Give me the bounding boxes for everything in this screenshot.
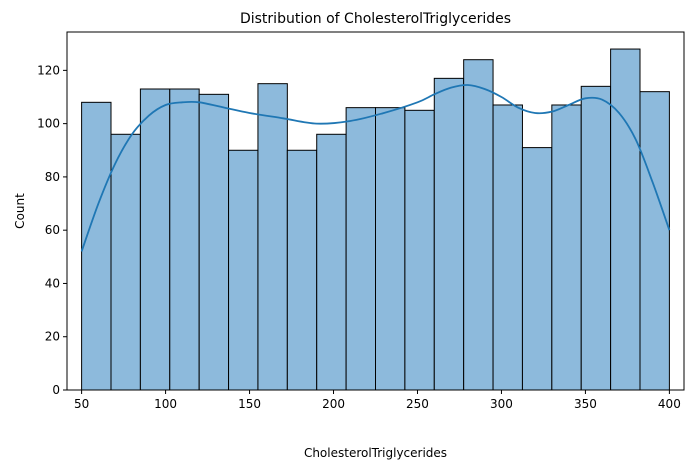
kde-curve xyxy=(80,84,671,252)
axes-layer: 50 100 150 200 250 300 350 400 0 20 40 60 80 100 120 xyxy=(37,31,685,411)
y-axis-label: Count xyxy=(13,193,27,229)
histogram-bar xyxy=(345,107,377,391)
y-tick-label: 120 xyxy=(37,63,60,77)
histogram-bar xyxy=(433,77,465,391)
histogram-bar xyxy=(639,91,670,391)
y-tick-label: 80 xyxy=(45,170,60,184)
histogram-bar xyxy=(286,149,318,391)
y-tick-label: 0 xyxy=(52,383,60,397)
x-axis-label: CholesterolTriglycerides xyxy=(304,446,447,460)
histogram-bar xyxy=(316,133,347,391)
y-tick-label: 20 xyxy=(45,330,60,344)
histogram-bar xyxy=(580,85,612,391)
histogram-bar xyxy=(463,59,494,391)
x-tick-label: 400 xyxy=(658,397,681,411)
histogram-bar xyxy=(198,93,230,391)
bars-layer xyxy=(81,48,670,391)
chart-title: Distribution of CholesterolTriglycerides xyxy=(240,11,511,27)
histogram-bar xyxy=(257,83,288,391)
x-tick-label: 50 xyxy=(74,397,89,411)
x-tick-label: 150 xyxy=(238,397,261,411)
x-tick-label: 100 xyxy=(154,397,177,411)
histogram-bar xyxy=(110,133,141,391)
x-tick-label: 350 xyxy=(574,397,597,411)
histogram-bar xyxy=(81,101,112,391)
histogram-bar xyxy=(492,104,523,391)
y-tick-label: 40 xyxy=(45,276,60,290)
histogram-bar xyxy=(169,88,200,391)
histogram-bar xyxy=(551,104,582,391)
histogram-bar xyxy=(139,88,171,391)
histogram-bar xyxy=(404,109,435,391)
y-tick-label: 60 xyxy=(45,223,60,237)
x-tick-label: 300 xyxy=(490,397,513,411)
y-tick-label: 100 xyxy=(37,117,60,131)
x-tick-label: 250 xyxy=(406,397,429,411)
histogram-bar xyxy=(610,48,641,391)
x-tick-label: 200 xyxy=(322,397,345,411)
plot-frame xyxy=(66,31,685,391)
histogram-bar xyxy=(375,107,406,391)
histogram-bar xyxy=(228,149,259,391)
histogram-bar xyxy=(521,147,553,391)
